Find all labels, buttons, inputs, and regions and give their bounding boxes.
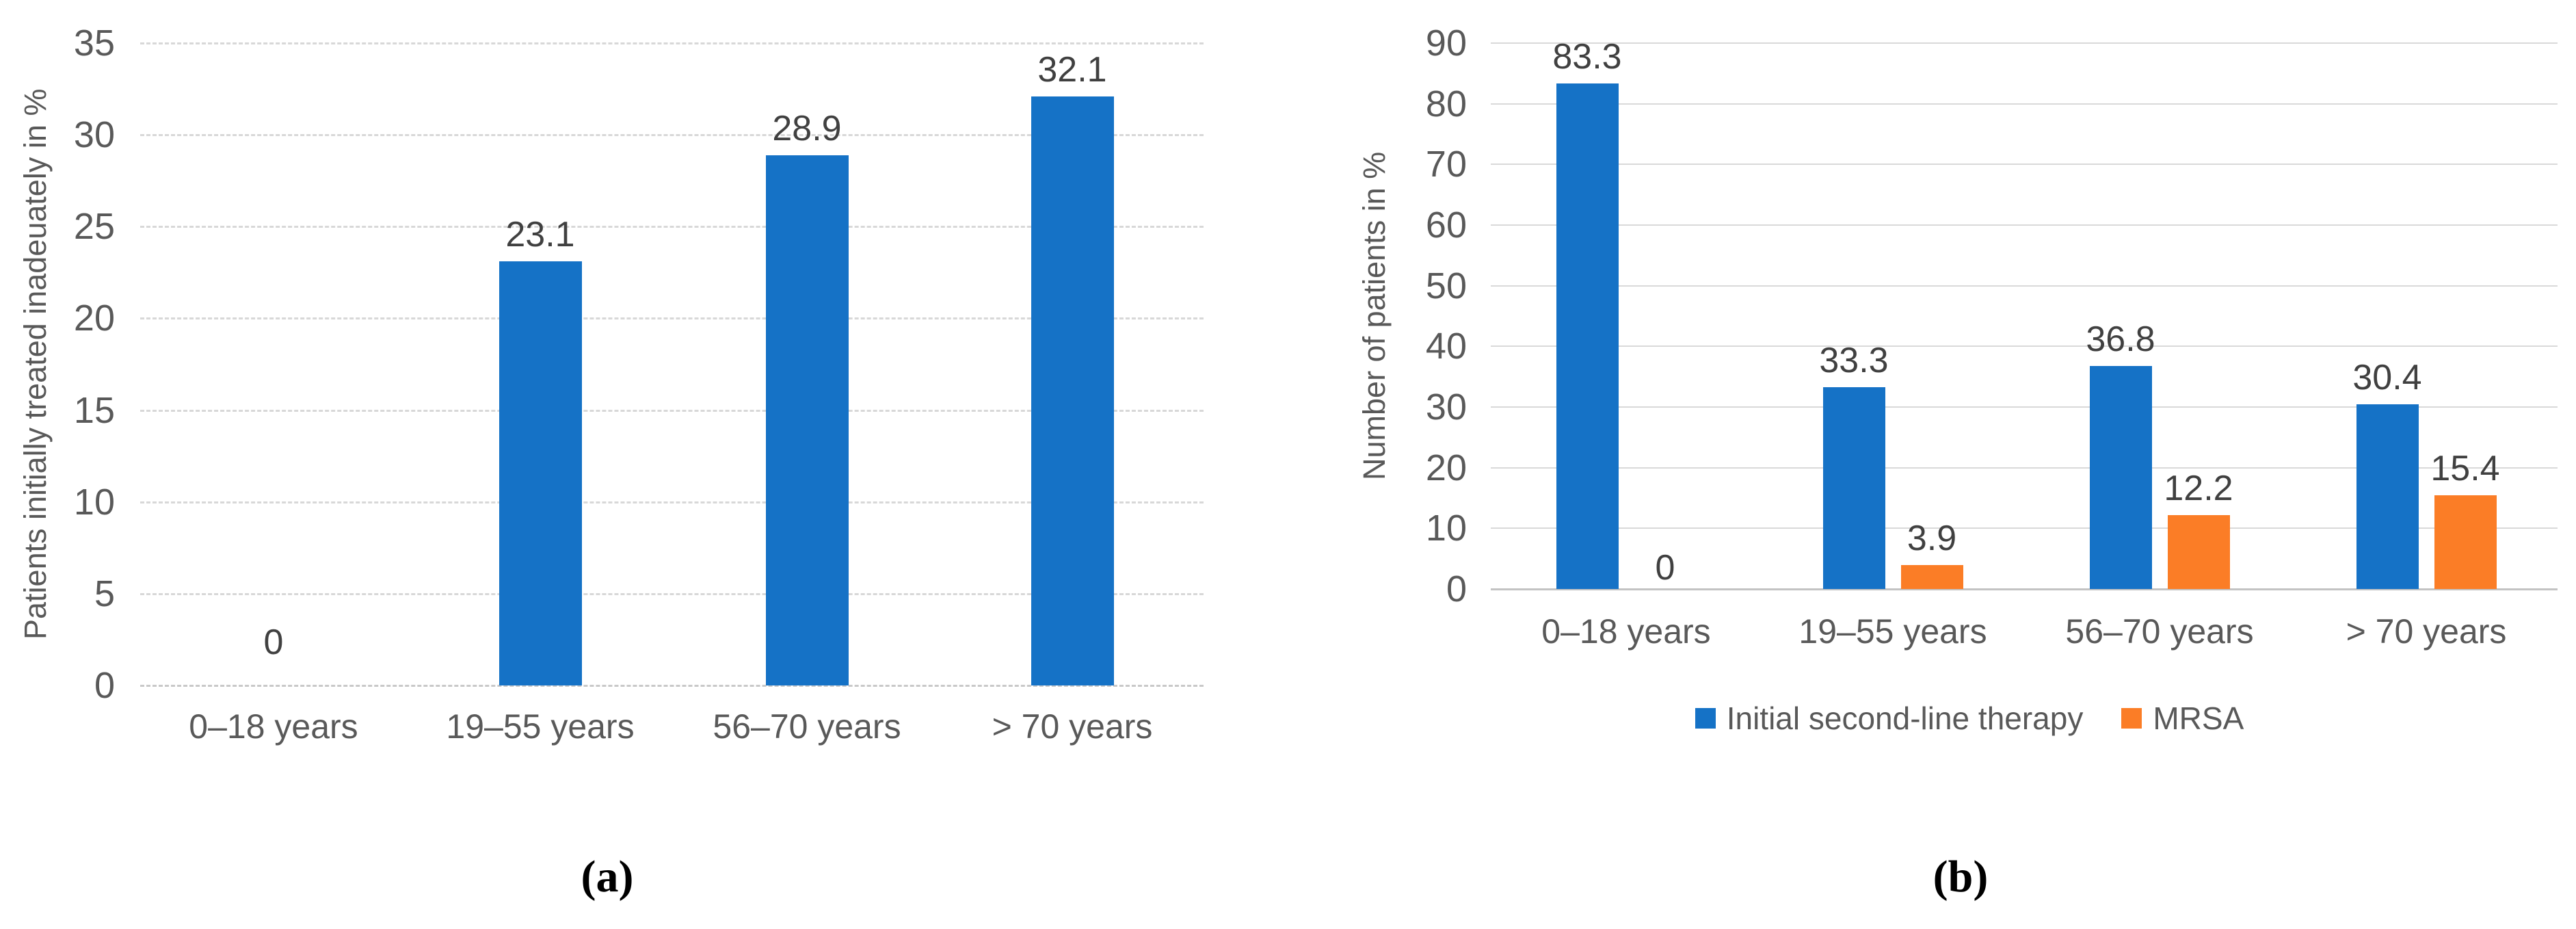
gridline [1491,224,2558,226]
value-label: 0 [1655,548,1675,588]
category-label: 19–55 years [1798,612,1987,651]
value-label: 12.2 [2164,468,2233,508]
value-label: 36.8 [2086,319,2155,359]
legend-swatch-initial-second-line-therapy [1695,708,1716,729]
y-tick-label: 35 [73,23,115,64]
bar [499,261,582,685]
bar [1822,387,1885,589]
bar [1900,565,1963,589]
legend-label-mrsa: MRSA [2153,701,2244,736]
bar [2167,514,2230,589]
gridline [140,134,1204,137]
gridline [1491,103,2558,105]
y-tick-label: 80 [1425,83,1467,125]
value-label: 15.4 [2430,449,2500,489]
gridline [1491,285,2558,287]
category-label: 56–70 years [713,707,901,746]
y-tick-label: 70 [1425,144,1467,185]
category-label: 0–18 years [1541,612,1711,651]
y-tick-label: 50 [1425,265,1467,306]
value-label: 33.3 [1819,340,1889,380]
gridline [140,592,1204,595]
y-tick-label: 10 [1425,508,1467,549]
gridline [140,409,1204,412]
value-label: 0 [263,623,284,662]
gridline [140,317,1204,320]
value-label: 30.4 [2352,358,2422,398]
y-tick-label: 30 [73,114,115,156]
category-label: 0–18 years [189,707,358,746]
y-tick-label: 20 [73,298,115,339]
gridline [140,42,1204,44]
y-tick-label: 20 [1425,447,1467,488]
bar [765,155,849,685]
y-tick-label: 10 [73,481,115,523]
legend-item-initial-second-line-therapy: Initial second-line therapy [1695,701,2084,736]
y-tick-label: 0 [1446,568,1467,610]
y-tick-label: 5 [94,573,115,614]
legend-label-initial-second-line-therapy: Initial second-line therapy [1726,701,2084,736]
legend-swatch-mrsa [2121,708,2142,729]
caption-b: (b) [1933,852,1989,902]
gridline [1491,527,2558,529]
value-label: 28.9 [772,108,842,148]
y-tick-label: 25 [73,206,115,248]
gridline [1491,345,2558,348]
category-label: > 70 years [992,707,1153,746]
x-axis-line [140,685,1204,687]
bar [2434,495,2497,589]
y-tick-label: 60 [1425,205,1467,246]
value-label: 23.1 [505,215,575,255]
gridline [140,501,1204,503]
bar [2089,365,2152,589]
y-tick-label: 0 [94,665,115,706]
y-tick-label: 30 [1425,387,1467,428]
value-label: 3.9 [1907,519,1957,559]
gridline [1491,42,2558,44]
value-label: 32.1 [1037,49,1107,90]
legend-item-mrsa: MRSA [2121,701,2244,735]
bar [1031,96,1114,685]
legend: Initial second-line therapy MRSA [1436,699,2503,737]
bar [2356,404,2419,589]
caption-a: (a) [581,852,634,902]
gridline [1491,406,2558,408]
bar [1556,83,1619,589]
category-label: 19–55 years [446,707,635,746]
y-tick-label: 15 [73,389,115,431]
category-label: > 70 years [2346,612,2507,651]
gridline [1491,163,2558,166]
gridline [1491,467,2558,469]
value-label: 83.3 [1552,37,1622,77]
x-axis-line [1491,588,2558,590]
gridline [140,226,1204,228]
y-tick-label: 40 [1425,326,1467,367]
category-label: 56–70 years [2065,612,2254,651]
y-tick-label: 90 [1425,23,1467,64]
